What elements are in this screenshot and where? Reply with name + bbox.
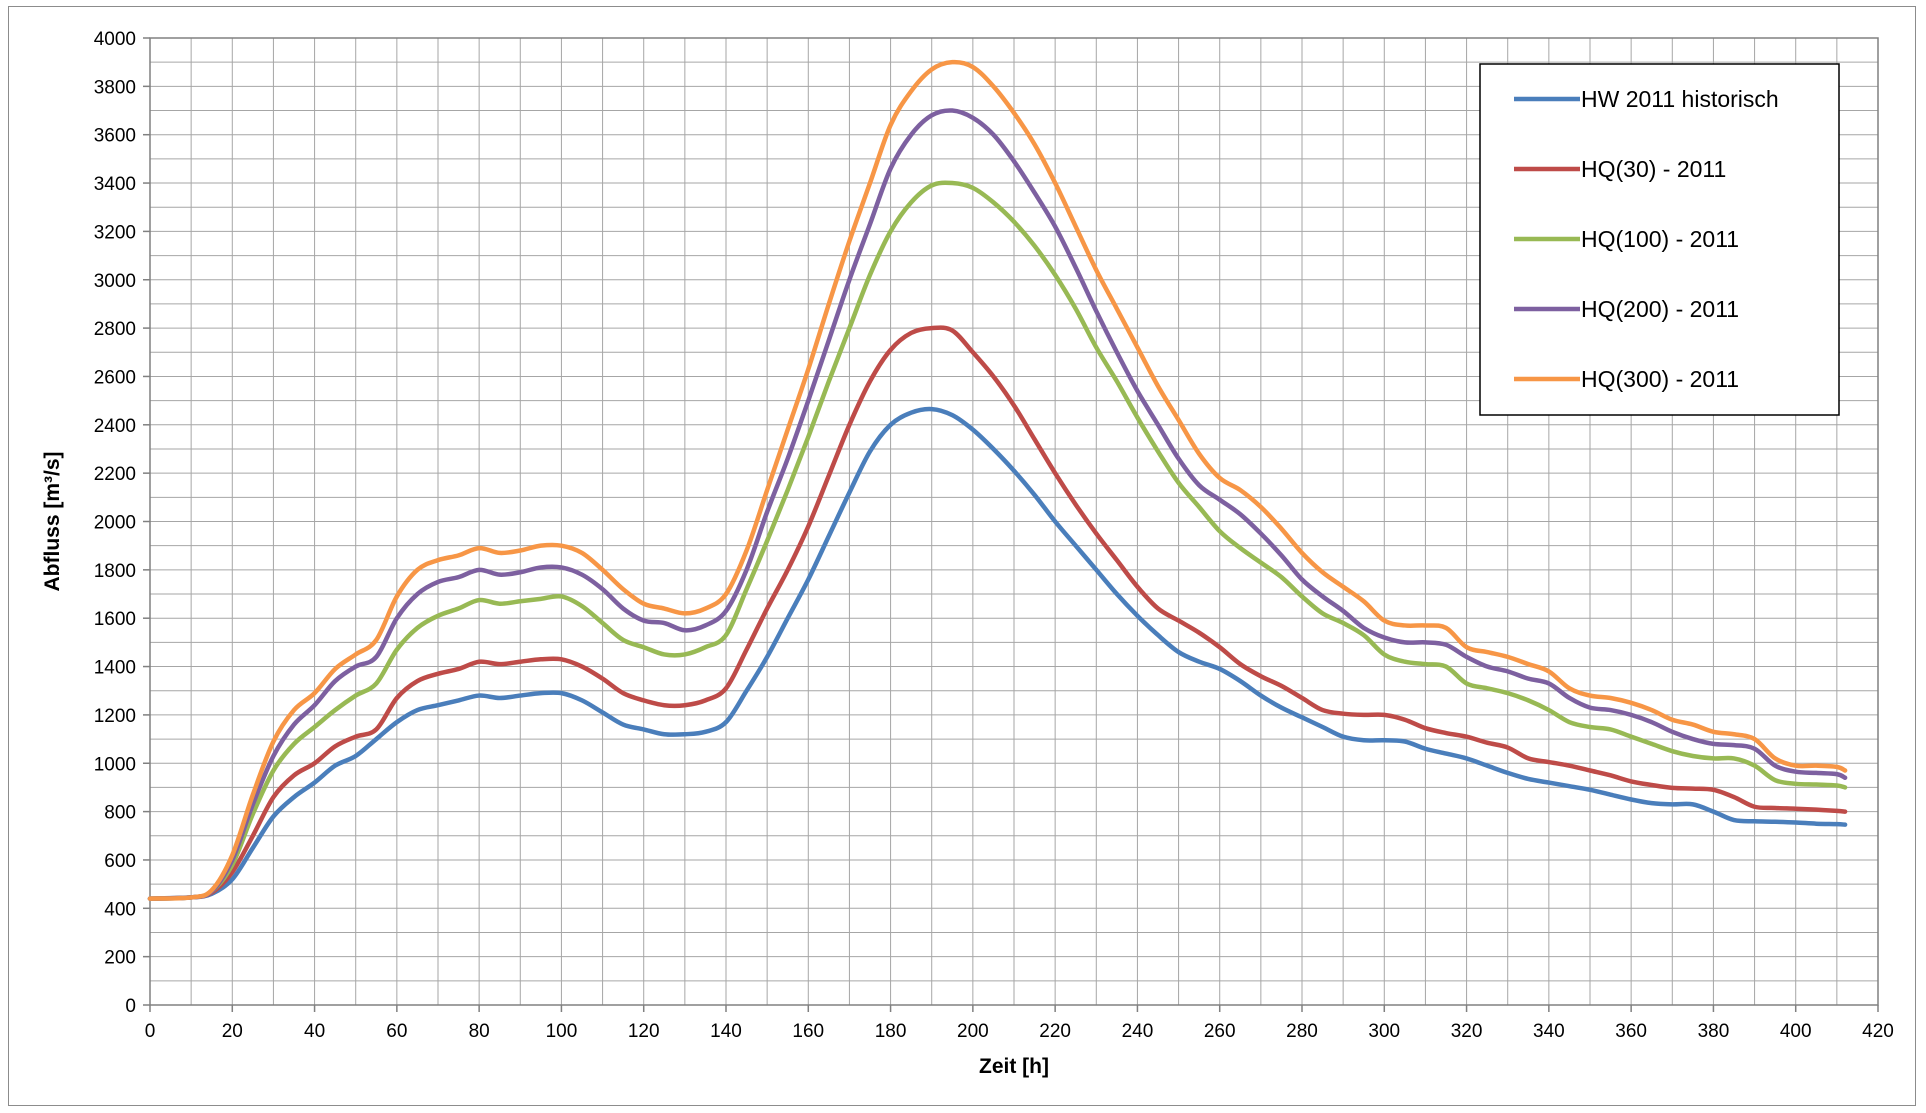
- legend-label-2: HQ(30) - 2011: [1581, 156, 1726, 182]
- x-tick-label: 380: [1698, 1021, 1730, 1042]
- y-tick-label: 2000: [94, 513, 136, 534]
- x-tick-label: 60: [386, 1021, 407, 1042]
- x-tick-label: 40: [304, 1021, 325, 1042]
- series-lines: [147, 59, 1848, 901]
- y-tick-label: 800: [104, 803, 136, 824]
- y-tick-label: 0: [125, 996, 136, 1017]
- legend-label-4: HQ(200) - 2011: [1581, 296, 1739, 322]
- x-axis-ticks: 0 20 40 60 80 100 120 140 160 180 200 220 240 260 280 3…: [145, 1005, 1894, 1042]
- x-tick-label: 400: [1780, 1021, 1812, 1042]
- series-line-1: [147, 406, 1848, 901]
- x-tick-label: 160: [792, 1021, 824, 1042]
- x-tick-label: 200: [957, 1021, 989, 1042]
- y-tick-label: 1000: [94, 754, 136, 775]
- y-axis-label: Abfluss [m³/s]: [41, 451, 64, 591]
- series-line-4: [147, 108, 1848, 901]
- y-tick-label: 1800: [94, 561, 136, 582]
- x-tick-label: 180: [875, 1021, 907, 1042]
- y-tick-label: 3000: [94, 271, 136, 292]
- x-tick-label: 20: [222, 1021, 243, 1042]
- y-tick-label: 3200: [94, 222, 136, 243]
- y-tick-label: 2600: [94, 367, 136, 388]
- x-tick-label: 280: [1286, 1021, 1318, 1042]
- x-tick-label: 320: [1451, 1021, 1483, 1042]
- series-line-3: [147, 180, 1848, 901]
- x-tick-label: 140: [710, 1021, 742, 1042]
- x-tick-label: 260: [1204, 1021, 1236, 1042]
- legend-label-3: HQ(100) - 2011: [1581, 226, 1739, 252]
- y-tick-label: 600: [104, 851, 136, 872]
- y-tick-label: 3400: [94, 174, 136, 195]
- legend-label-1: HW 2011 historisch: [1581, 86, 1779, 112]
- x-tick-label: 220: [1039, 1021, 1071, 1042]
- y-tick-label: 200: [104, 948, 136, 969]
- x-tick-label: 100: [546, 1021, 578, 1042]
- y-tick-label: 2800: [94, 319, 136, 340]
- x-tick-label: 340: [1533, 1021, 1565, 1042]
- x-tick-label: 80: [469, 1021, 490, 1042]
- series-line-2: [147, 325, 1848, 901]
- y-tick-label: 2400: [94, 416, 136, 437]
- x-axis-label: Zeit [h]: [979, 1055, 1049, 1078]
- y-tick-label: 400: [104, 899, 136, 920]
- legend-label-5: HQ(300) - 2011: [1581, 366, 1739, 392]
- y-tick-label: 2200: [94, 464, 136, 485]
- line-chart: 0 20 40 60 80 100 120 140 160 180 200 220 240 260 280 3…: [41, 29, 1894, 1078]
- series-line-5: [147, 59, 1848, 901]
- x-tick-label: 360: [1615, 1021, 1647, 1042]
- x-tick-label: 120: [628, 1021, 660, 1042]
- chart-frame: 0 20 40 60 80 100 120 140 160 180 200 220 240 260 280 3…: [8, 6, 1916, 1106]
- y-tick-label: 4000: [94, 29, 136, 50]
- x-tick-label: 300: [1368, 1021, 1400, 1042]
- legend: HW 2011 historisch HQ(30) - 2011 HQ(100) -…: [1479, 63, 1840, 416]
- x-tick-label: 420: [1862, 1021, 1894, 1042]
- y-tick-label: 1400: [94, 658, 136, 679]
- y-tick-label: 3600: [94, 126, 136, 147]
- x-tick-label: 0: [145, 1021, 156, 1042]
- y-tick-label: 1600: [94, 609, 136, 630]
- y-axis-ticks: 0 200 400 600 800 1000 1200 1400 1600 1800 2000 220…: [94, 29, 150, 1017]
- x-tick-label: 240: [1122, 1021, 1154, 1042]
- y-tick-label: 1200: [94, 706, 136, 727]
- y-tick-label: 3800: [94, 77, 136, 98]
